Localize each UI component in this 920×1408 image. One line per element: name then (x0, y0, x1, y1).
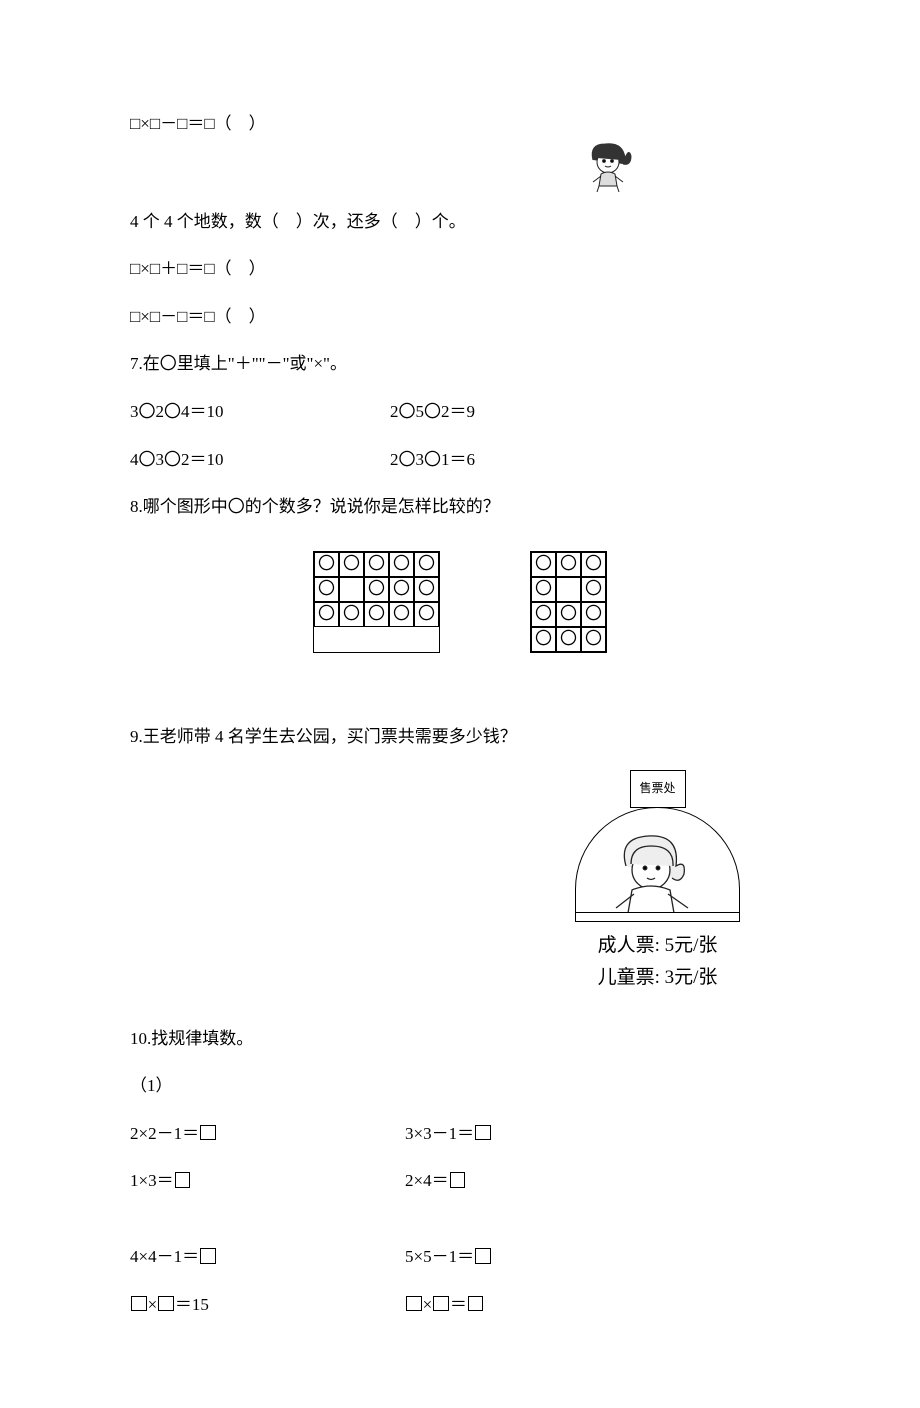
equation-line: □×□＋□＝□（ ） (130, 245, 790, 293)
equation-line: □×□－□＝□（ ） (130, 100, 790, 148)
price-child: 儿童票: 3元/张 (565, 962, 750, 994)
grid-row: 〇〇〇 (531, 627, 606, 652)
expr-text: 2×2－1＝ (130, 1124, 199, 1143)
expr-text: × (148, 1295, 158, 1314)
blank-box-icon (433, 1296, 449, 1312)
expr-text: ＝15 (175, 1295, 209, 1314)
blank-box-icon (406, 1296, 422, 1312)
price-adult: 成人票: 5元/张 (565, 930, 750, 962)
expr-text: 4×4－1＝ (130, 1247, 199, 1266)
q6b-text: 4 个 4 个地数，数（ ）次，还多（ ）个。 (130, 198, 790, 246)
q10-sub1: （1） (130, 1062, 790, 1110)
illustration-row (130, 148, 790, 198)
q8-title: 8.哪个图形中〇的个数多？说说你是怎样比较的？ (130, 483, 790, 531)
blank-box-icon (200, 1248, 216, 1264)
grid-cell: 〇 (364, 602, 389, 627)
grid-right: 〇〇〇〇〇〇〇〇〇〇〇 (530, 551, 607, 653)
q7-r2c2: 2〇3〇1＝6 (390, 436, 475, 484)
q10-r1c1: 2×2－1＝ (130, 1110, 405, 1158)
expr-text: ＝ (450, 1295, 467, 1314)
equation-line: □×□－□＝□（ ） (130, 293, 790, 341)
grid-row: 〇〇〇〇〇 (314, 602, 439, 627)
q9-title: 9.王老师带 4 名学生去公园，买门票共需要多少钱？ (130, 713, 790, 761)
blank-box-icon (131, 1296, 147, 1312)
q7-r1c1: 3〇2〇4＝10 (130, 388, 390, 436)
booth-counter (575, 912, 740, 922)
q10-row-2: 1×3＝ 2×4＝ (130, 1157, 790, 1205)
q10-row-4: ×＝15 ×＝ (130, 1281, 790, 1329)
ticket-booth-area: 售票处 (130, 770, 750, 994)
q10-r2c1: 1×3＝ (130, 1157, 405, 1205)
expr-text: 1×3＝ (130, 1171, 174, 1190)
worksheet-page: □×□－□＝□（ ） 4 个 4 个地数，数（ ）次，还多（ ）个。 □×□＋□… (0, 0, 920, 1408)
ticket-booth: 售票处 (565, 770, 750, 994)
q10-row-1: 2×2－1＝ 3×3－1＝ (130, 1110, 790, 1158)
blank-box-icon (158, 1296, 174, 1312)
girl-cartoon-icon (583, 138, 635, 194)
booth-sign: 售票处 (630, 770, 686, 808)
q10-r3c2: 5×5－1＝ (405, 1233, 492, 1281)
q7-row-2: 4〇3〇2＝10 2〇3〇1＝6 (130, 436, 790, 484)
q10-r3c1: 4×4－1＝ (130, 1233, 405, 1281)
q10-row-3: 4×4－1＝ 5×5－1＝ (130, 1233, 790, 1281)
grid-cell: 〇 (389, 602, 414, 627)
grid-cell: 〇 (339, 552, 364, 577)
q10-title: 10.找规律填数。 (130, 1015, 790, 1063)
expr-text: × (423, 1295, 433, 1314)
q10-r1c2: 3×3－1＝ (405, 1110, 492, 1158)
q7-title: 7.在〇里填上"＋""－"或"×"。 (130, 340, 790, 388)
blank-box-icon (475, 1248, 491, 1264)
ticket-seller-icon (576, 808, 740, 922)
blank-box-icon (468, 1296, 484, 1312)
grid-cell: 〇 (339, 602, 364, 627)
blank-box-icon (175, 1172, 191, 1188)
expr-text: 2×4＝ (405, 1171, 449, 1190)
grid-cell: 〇 (581, 627, 606, 652)
grid-cell: 〇 (414, 602, 439, 627)
expr-text: 3×3－1＝ (405, 1124, 474, 1143)
grid-left: 〇〇〇〇〇〇〇〇〇〇〇〇〇〇 (313, 551, 440, 653)
grid-cell: 〇 (314, 602, 339, 627)
q7-row-1: 3〇2〇4＝10 2〇5〇2＝9 (130, 388, 790, 436)
q10-r4c1: × ＝15 (130, 1281, 405, 1329)
q7-r2c1: 4〇3〇2＝10 (130, 436, 390, 484)
q8-grids: 〇〇〇〇〇〇〇〇〇〇〇〇〇〇 〇〇〇〇〇〇〇〇〇〇〇 (130, 551, 790, 653)
q10-r2c2: 2×4＝ (405, 1157, 466, 1205)
booth-window (575, 807, 740, 922)
expr-text: 5×5－1＝ (405, 1247, 474, 1266)
blank-box-icon (450, 1172, 466, 1188)
grid-cell: 〇 (556, 627, 581, 652)
q10-r4c2: ×＝ (405, 1281, 484, 1329)
grid-cell: 〇 (531, 627, 556, 652)
blank-box-icon (200, 1125, 216, 1141)
ticket-booth-illustration: 售票处 (575, 770, 740, 922)
grid-cell: 〇 (556, 552, 581, 577)
blank-box-icon (475, 1125, 491, 1141)
q7-r1c2: 2〇5〇2＝9 (390, 388, 475, 436)
